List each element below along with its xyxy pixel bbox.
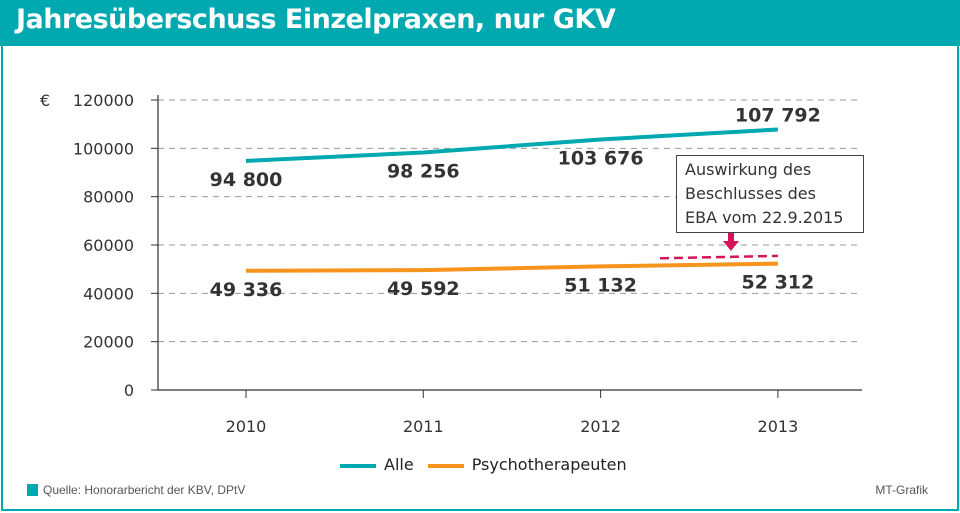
y-tick-label: 60000 [83, 236, 134, 255]
data-label: 98 256 [387, 161, 460, 183]
y-tick-label: 100000 [73, 139, 134, 158]
annotation-dashed-line [659, 254, 778, 260]
source-marker-icon [27, 484, 38, 496]
data-label: 49 336 [210, 279, 283, 301]
arrow-shaft [728, 231, 734, 242]
legend-swatch [427, 463, 464, 468]
legend-label: Alle [384, 455, 414, 474]
data-label: 51 132 [564, 274, 637, 296]
y-tick-label: 80000 [83, 188, 134, 207]
x-tick-label: 2010 [226, 417, 267, 436]
data-label: 94 800 [210, 169, 283, 191]
series-line-psychotherapeuten [245, 261, 778, 273]
x-tick-label: 2013 [758, 417, 799, 436]
title-bar: Jahresüberschuss Einzelpraxen, nur GKV [0, 0, 960, 46]
y-axis-label: € [40, 91, 50, 110]
x-tick-label: 2011 [403, 417, 444, 436]
source-note: Quelle: Honorarbericht der KBV, DPtV [27, 483, 245, 497]
legend-label: Psychotherapeuten [471, 455, 627, 474]
y-tick-label: 0 [124, 381, 134, 400]
chart-title: Jahresüberschuss Einzelpraxen, nur GKV [16, 4, 616, 35]
data-label: 49 592 [387, 278, 460, 300]
chart-frame [1, 46, 959, 511]
legend-swatch [340, 463, 376, 468]
arrow-down-icon [723, 241, 739, 251]
credit: MT-Grafik [875, 483, 928, 497]
data-label: 52 312 [742, 272, 815, 294]
y-tick-label: 40000 [83, 284, 134, 303]
source-text: Quelle: Honorarbericht der KBV, DPtV [43, 483, 246, 497]
annotation-box: Auswirkung des Beschlusses des EBA vom 2… [676, 155, 864, 233]
series-line-alle [245, 127, 779, 163]
data-label: 107 792 [735, 105, 821, 127]
x-tick-label: 2012 [580, 417, 621, 436]
legend-item-psychotherapeuten: Psychotherapeuten [427, 455, 627, 474]
y-tick-label: 20000 [83, 333, 134, 352]
legend-item-alle: Alle [340, 455, 414, 474]
y-tick-label: 120000 [73, 91, 134, 110]
data-label: 103 676 [558, 147, 644, 169]
legend: Alle Psychotherapeuten [340, 455, 627, 474]
